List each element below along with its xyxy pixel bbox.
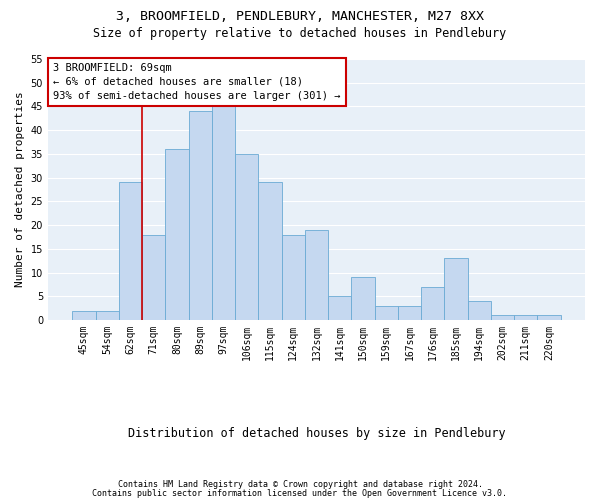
Bar xyxy=(421,287,445,320)
Bar xyxy=(374,306,398,320)
Text: Contains public sector information licensed under the Open Government Licence v3: Contains public sector information licen… xyxy=(92,488,508,498)
X-axis label: Distribution of detached houses by size in Pendlebury: Distribution of detached houses by size … xyxy=(128,427,505,440)
Bar xyxy=(445,258,467,320)
Bar xyxy=(305,230,328,320)
Bar xyxy=(491,316,514,320)
Bar xyxy=(212,102,235,320)
Bar xyxy=(188,111,212,320)
Text: 3, BROOMFIELD, PENDLEBURY, MANCHESTER, M27 8XX: 3, BROOMFIELD, PENDLEBURY, MANCHESTER, M… xyxy=(116,10,484,23)
Bar xyxy=(142,234,166,320)
Bar xyxy=(514,316,538,320)
Bar xyxy=(166,149,188,320)
Text: Size of property relative to detached houses in Pendlebury: Size of property relative to detached ho… xyxy=(94,28,506,40)
Bar xyxy=(538,316,560,320)
Bar xyxy=(119,182,142,320)
Text: Contains HM Land Registry data © Crown copyright and database right 2024.: Contains HM Land Registry data © Crown c… xyxy=(118,480,482,489)
Bar xyxy=(73,310,95,320)
Bar xyxy=(95,310,119,320)
Bar xyxy=(281,234,305,320)
Text: 3 BROOMFIELD: 69sqm
← 6% of detached houses are smaller (18)
93% of semi-detache: 3 BROOMFIELD: 69sqm ← 6% of detached hou… xyxy=(53,63,341,101)
Bar xyxy=(352,278,374,320)
Bar xyxy=(328,296,352,320)
Bar xyxy=(259,182,281,320)
Bar xyxy=(398,306,421,320)
Bar xyxy=(235,154,259,320)
Bar xyxy=(467,301,491,320)
Y-axis label: Number of detached properties: Number of detached properties xyxy=(15,92,25,288)
